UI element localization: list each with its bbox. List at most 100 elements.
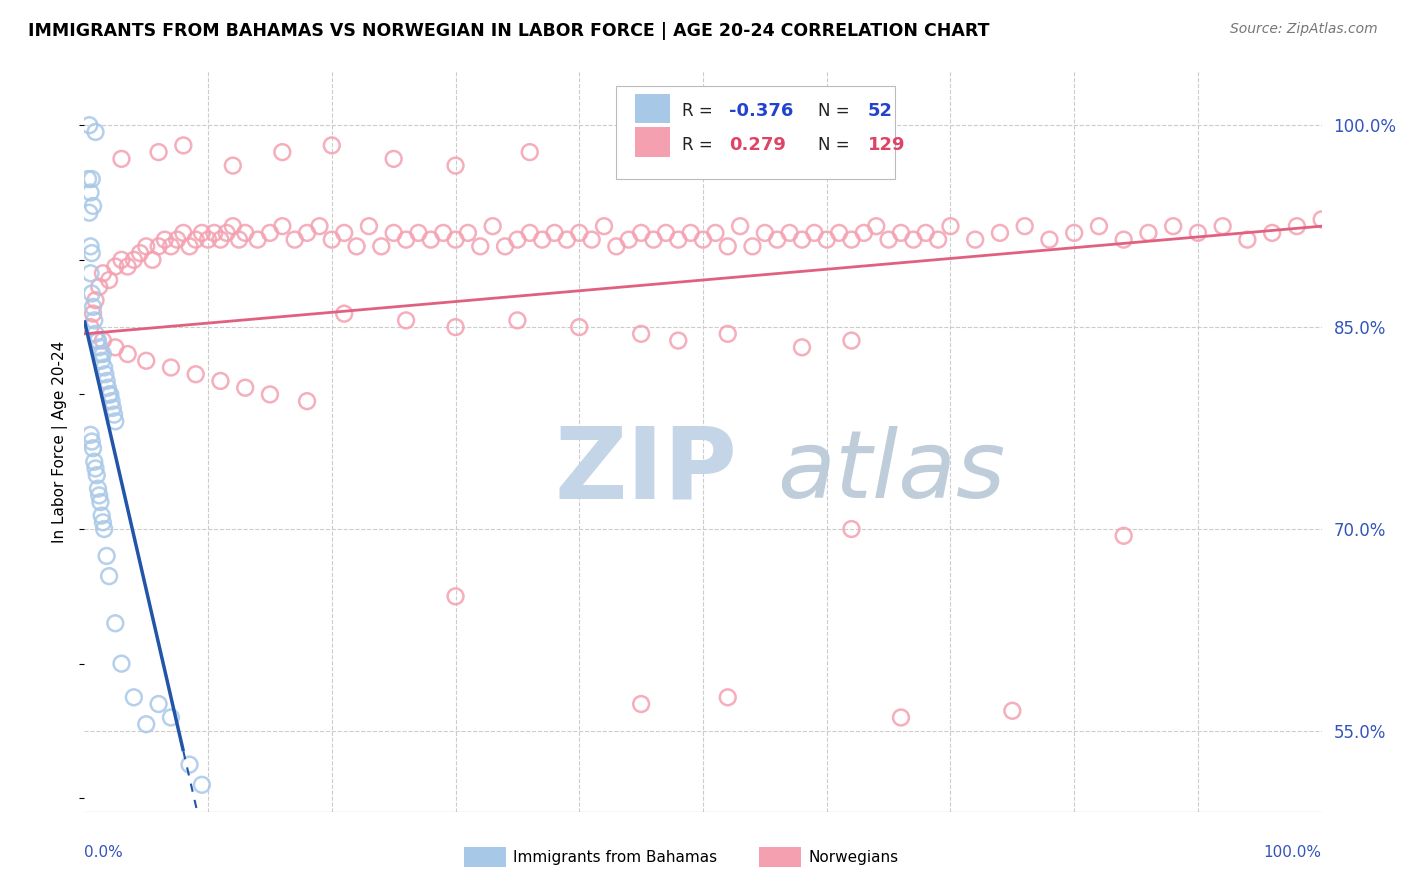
Point: [1038, 233, 1060, 247]
Point: [191, 778, 214, 792]
Point: [395, 313, 418, 327]
Point: [103, 408, 125, 422]
Point: [79, 118, 101, 132]
Point: [233, 226, 256, 240]
Point: [172, 138, 194, 153]
Point: [779, 226, 801, 240]
Point: [82, 199, 104, 213]
Point: [927, 233, 949, 247]
Point: [506, 313, 529, 327]
Point: [1137, 226, 1160, 240]
Point: [89, 279, 111, 293]
Point: [79, 320, 101, 334]
Point: [890, 226, 912, 240]
Point: [1187, 226, 1209, 240]
Point: [965, 233, 987, 247]
Point: [593, 219, 616, 234]
Point: [877, 233, 900, 247]
Point: [98, 387, 121, 401]
Point: [84, 125, 107, 139]
Point: [1088, 219, 1111, 234]
Point: [80, 434, 103, 449]
Point: [717, 239, 740, 253]
Point: [506, 233, 529, 247]
Point: [284, 233, 307, 247]
Point: [184, 233, 207, 247]
Point: [321, 138, 343, 153]
Point: [80, 286, 103, 301]
Point: [617, 233, 640, 247]
Point: [172, 226, 194, 240]
Text: 52: 52: [868, 103, 893, 120]
Point: [91, 266, 114, 280]
Point: [77, 172, 100, 186]
Point: [605, 239, 627, 253]
Text: atlas: atlas: [778, 425, 1005, 516]
Point: [914, 226, 936, 240]
Point: [444, 159, 467, 173]
Point: [117, 347, 139, 361]
Point: [408, 226, 430, 240]
Point: [1161, 219, 1184, 234]
Point: [568, 226, 591, 240]
Point: [531, 233, 554, 247]
Point: [643, 233, 665, 247]
Text: N =: N =: [818, 136, 855, 153]
Point: [382, 226, 405, 240]
Point: [357, 219, 380, 234]
Point: [209, 233, 232, 247]
Point: [184, 368, 207, 382]
Point: [197, 233, 219, 247]
Point: [79, 186, 101, 200]
Point: [555, 233, 578, 247]
Point: [271, 145, 294, 160]
Point: [370, 239, 392, 253]
Point: [91, 516, 114, 530]
Point: [104, 260, 127, 274]
Point: [117, 260, 139, 274]
Point: [519, 145, 541, 160]
Point: [90, 508, 112, 523]
Point: [89, 495, 111, 509]
Point: [828, 226, 851, 240]
Point: [91, 347, 114, 361]
Point: [630, 326, 652, 341]
Text: Norwegians: Norwegians: [808, 850, 898, 864]
Point: [104, 414, 127, 428]
Point: [90, 353, 112, 368]
Point: [1285, 219, 1308, 234]
Point: [259, 226, 281, 240]
Point: [179, 239, 201, 253]
Point: [82, 307, 104, 321]
Point: [148, 239, 170, 253]
Point: [903, 233, 925, 247]
Point: [666, 233, 689, 247]
Point: [233, 381, 256, 395]
Point: [110, 152, 132, 166]
Point: [160, 710, 183, 724]
Text: IMMIGRANTS FROM BAHAMAS VS NORWEGIAN IN LABOR FORCE | AGE 20-24 CORRELATION CHAR: IMMIGRANTS FROM BAHAMAS VS NORWEGIAN IN …: [28, 22, 990, 40]
Point: [104, 616, 127, 631]
Point: [80, 246, 103, 260]
Point: [444, 233, 467, 247]
Point: [988, 226, 1011, 240]
Point: [419, 233, 441, 247]
Point: [100, 394, 122, 409]
Point: [444, 590, 467, 604]
Point: [94, 368, 117, 382]
Point: [148, 145, 170, 160]
Point: [728, 219, 751, 234]
Point: [89, 340, 111, 354]
Point: [79, 239, 101, 253]
Point: [110, 252, 132, 267]
Point: [79, 205, 101, 219]
Point: [98, 273, 121, 287]
Point: [666, 334, 689, 348]
FancyBboxPatch shape: [616, 87, 894, 178]
Point: [222, 219, 245, 234]
Point: [790, 340, 813, 354]
Bar: [636, 94, 669, 123]
Point: [494, 239, 516, 253]
Point: [82, 300, 104, 314]
Point: [741, 239, 763, 253]
